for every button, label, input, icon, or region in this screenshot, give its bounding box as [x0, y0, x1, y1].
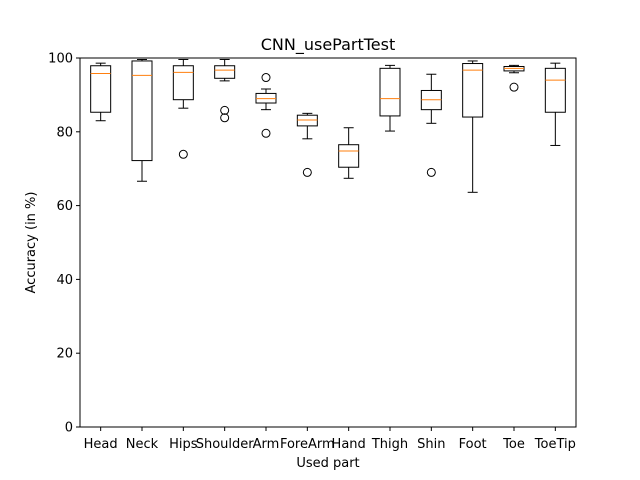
box-body	[462, 63, 484, 118]
x-tick-label: Thigh	[371, 437, 408, 452]
x-tick-label: Hips	[169, 437, 198, 452]
y-tick-label: 0	[65, 421, 73, 436]
box-body	[379, 67, 401, 117]
box-body	[544, 67, 566, 113]
box-toe	[503, 64, 525, 92]
box-body	[296, 114, 318, 127]
outlier-point	[178, 149, 188, 159]
box-hips	[172, 58, 194, 159]
x-tick-label: ToeTip	[534, 437, 576, 452]
box-forearm	[296, 112, 318, 177]
outlier-point	[509, 82, 519, 92]
plot-area	[90, 58, 566, 193]
outlier-point	[426, 167, 436, 177]
x-tick-label: Shoulder	[196, 437, 255, 452]
box-body	[338, 144, 360, 168]
x-tick-label: Foot	[459, 437, 487, 452]
outlier-point	[220, 105, 230, 115]
x-tick-label: Shin	[417, 437, 445, 452]
outlier-point	[261, 128, 271, 138]
outlier-point	[302, 167, 312, 177]
y-axis: 0 20 40 60 80 100	[48, 52, 80, 436]
x-tick-label: ForeArm	[280, 437, 335, 452]
box-body	[214, 65, 236, 79]
y-tick-label: 100	[48, 52, 73, 67]
y-tick-label: 60	[56, 199, 73, 214]
axes-frame	[79, 57, 577, 428]
box-toetip	[544, 62, 566, 146]
box-shin	[420, 73, 442, 177]
box-shoulder	[214, 58, 236, 123]
box-arm	[255, 73, 277, 138]
x-axis-label: Used part	[296, 456, 359, 471]
box-body	[172, 65, 194, 101]
box-body	[90, 65, 112, 113]
box-foot	[462, 60, 484, 193]
box-body	[131, 60, 153, 162]
chart-title: CNN_usePartTest	[261, 35, 396, 55]
y-axis-label: Accuracy (in %)	[24, 192, 39, 294]
x-tick-label: Arm	[253, 437, 280, 452]
outlier-point	[220, 113, 230, 123]
outlier-point	[261, 73, 271, 83]
box-neck	[131, 58, 153, 182]
x-tick-label: Neck	[126, 437, 159, 452]
x-tick-label: Hand	[332, 437, 366, 452]
y-tick-label: 20	[56, 347, 73, 362]
box-thigh	[379, 64, 401, 132]
x-tick-label: Toe	[502, 437, 525, 452]
y-tick-label: 40	[56, 273, 73, 288]
y-tick-label: 80	[56, 125, 73, 140]
box-head	[90, 62, 112, 122]
box-hand	[338, 127, 360, 179]
x-tick-label: Head	[84, 437, 118, 452]
